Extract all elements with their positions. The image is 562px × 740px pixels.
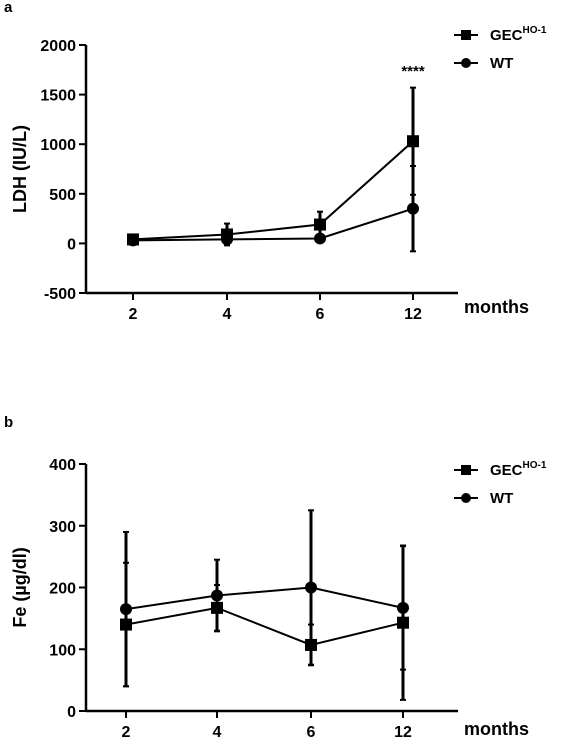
y-tick-label: 300 xyxy=(49,519,76,536)
data-point-circle xyxy=(314,232,326,245)
data-point-circle xyxy=(211,589,223,602)
x-tick-label: 4 xyxy=(223,306,232,323)
x-tick-label: 12 xyxy=(394,724,412,740)
data-point-circle xyxy=(305,581,317,594)
data-point-circle xyxy=(397,601,409,614)
legend-label: WT xyxy=(490,55,513,72)
legend-label: WT xyxy=(490,490,513,507)
data-point-square xyxy=(407,135,419,148)
y-tick-label: -500 xyxy=(44,286,76,303)
y-tick-label: 2000 xyxy=(40,38,76,55)
legend-label-superscript: HO-1 xyxy=(523,25,547,36)
series-line xyxy=(132,207,414,242)
x-tick-label: 2 xyxy=(129,306,138,323)
x-tick-label: 6 xyxy=(316,306,325,323)
data-point-square xyxy=(314,218,326,231)
data-point-circle xyxy=(407,202,419,215)
y-tick-label: 1500 xyxy=(40,88,76,105)
y-tick-label: 400 xyxy=(49,457,76,474)
series-line xyxy=(125,586,404,611)
legend-marker-square xyxy=(461,465,471,475)
y-axis-title: LDH (IU/L) xyxy=(10,125,30,213)
legend-marker-square xyxy=(461,30,471,40)
data-point-circle xyxy=(221,233,233,246)
y-tick-label: 0 xyxy=(67,236,76,253)
legend: GECHO-1 WT xyxy=(454,25,547,72)
y-tick-label: 1000 xyxy=(40,137,76,154)
y-axis-title: Fe (µg/dl) xyxy=(10,547,30,627)
x-tick-label: 6 xyxy=(307,724,316,740)
panel-letter: a xyxy=(4,0,13,16)
x-axis-title: months xyxy=(464,719,529,739)
panel-letter: b xyxy=(4,414,13,431)
chart-panel-a: a -500 0 500 1000 1500 2000 2 4 6 12 months LDH (IU/… xyxy=(4,0,547,323)
legend-label: GECHO-1 xyxy=(490,25,547,44)
series-wt xyxy=(120,509,409,688)
legend-marker-circle xyxy=(461,493,471,503)
y-tick-label: 200 xyxy=(49,581,76,598)
series-wt xyxy=(127,165,419,253)
legend-label: GECHO-1 xyxy=(490,460,547,479)
chart-panel-b: b 0 100 200 300 400 2 4 6 12 months Fe (µg/dl) GECHO… xyxy=(4,414,547,740)
x-tick-label: 4 xyxy=(213,724,222,740)
x-tick-label: 12 xyxy=(404,306,422,323)
x-axis-title: months xyxy=(464,297,529,317)
legend-label-superscript: HO-1 xyxy=(523,460,547,471)
y-tick-label: 500 xyxy=(49,187,76,204)
x-tick-label: 2 xyxy=(122,724,131,740)
series-gec xyxy=(120,544,409,701)
y-tick-label: 100 xyxy=(49,642,76,659)
series-line xyxy=(125,606,404,646)
data-point-circle xyxy=(120,603,132,616)
series-line xyxy=(132,140,414,241)
y-tick-label: 0 xyxy=(67,704,76,721)
data-point-circle xyxy=(127,234,139,247)
legend-marker-circle xyxy=(461,58,471,68)
significance-annotation: **** xyxy=(401,63,425,80)
legend: GECHO-1 WT xyxy=(454,460,547,507)
